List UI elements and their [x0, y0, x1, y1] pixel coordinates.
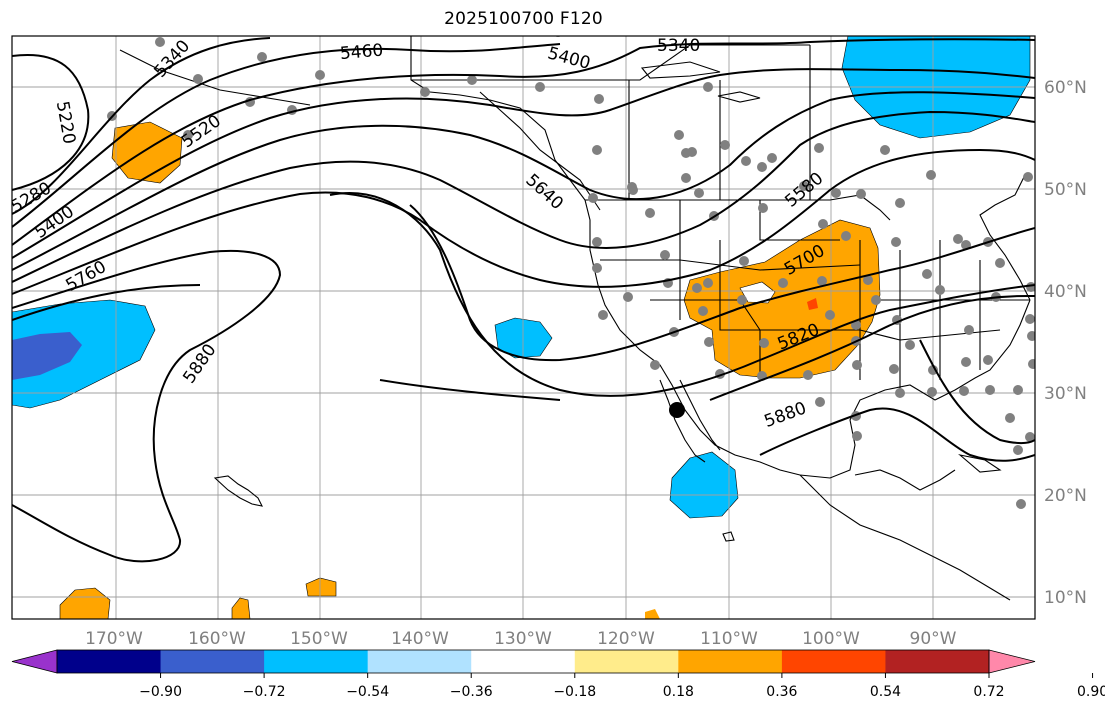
lon-label: 120°W	[597, 629, 655, 649]
lat-label: 30°N	[1044, 384, 1087, 404]
positive-anomaly-south-2	[231, 597, 251, 619]
contour-label: 5460	[339, 40, 384, 64]
positive-anomaly-south-1	[59, 587, 111, 619]
contour-label: 5400	[31, 202, 78, 243]
colorbar-extend-high	[988, 649, 1036, 674]
lon-label: 160°W	[188, 629, 246, 649]
contour-label: 5880	[762, 398, 809, 432]
positive-anomaly-south-3	[305, 577, 337, 597]
contour-label: 5340	[657, 36, 700, 56]
contour-label: 5220	[52, 100, 79, 146]
contour-label: 5760	[62, 257, 109, 296]
colorbar-tick-label: 0.90	[1077, 684, 1105, 700]
colorbar-segment	[781, 650, 886, 673]
colorbar-extend-low	[11, 649, 58, 674]
storm-center-marker	[669, 402, 685, 418]
graticule	[12, 36, 1035, 619]
contour-label-group: 5340 5460 5400 5340 5520 5220 5280 5400 …	[12, 36, 828, 432]
lon-label: 140°W	[391, 629, 449, 649]
contour-label: 5400	[545, 43, 592, 74]
longitude-labels: 170°W 160°W 150°W 140°W 130°W 120°W 110°…	[85, 629, 957, 649]
height-contours	[12, 37, 1035, 563]
lat-label: 60°N	[1044, 78, 1087, 98]
lat-label: 20°N	[1044, 486, 1087, 506]
colorbar-segment	[160, 650, 265, 673]
lon-label: 170°W	[85, 629, 143, 649]
contour-label: 5580	[781, 169, 827, 212]
negative-anomaly-pacific-west	[12, 299, 156, 409]
contour-label: 5880	[179, 340, 220, 387]
colorbar-tick-label: 0.54	[870, 684, 901, 700]
positive-anomaly-gulf-of-alaska	[111, 121, 183, 184]
colorbar-tick-label: −0.54	[346, 684, 389, 700]
latitude-labels: 60°N 50°N 40°N 30°N 20°N 10°N	[1044, 78, 1087, 608]
coastlines	[119, 36, 1031, 601]
colorbar-segment	[264, 650, 369, 673]
lat-label: 10°N	[1044, 588, 1087, 608]
colorbar-tick-label: −0.18	[553, 684, 596, 700]
lon-label: 150°W	[290, 629, 348, 649]
lat-label: 40°N	[1044, 282, 1087, 302]
colorbar-segment	[678, 650, 783, 673]
lon-label: 90°W	[910, 629, 957, 649]
colorbar-tick-label: 0.36	[766, 684, 797, 700]
colorbar-segment	[57, 650, 162, 673]
lat-label: 50°N	[1044, 180, 1087, 200]
colorbar-tick-label: −0.72	[243, 684, 286, 700]
colorbar-frame	[56, 649, 990, 674]
colorbar-segment	[367, 650, 472, 673]
lon-label: 130°W	[494, 629, 552, 649]
lon-label: 100°W	[802, 629, 860, 649]
colorbar-tick-label: 0.72	[973, 684, 1004, 700]
colorbar-segment	[471, 650, 576, 673]
map-title: 2025100700 F120	[444, 9, 603, 29]
colorbar-segment	[885, 650, 990, 673]
map-frame	[11, 35, 1036, 620]
contour-label: 5640	[521, 170, 567, 214]
colorbar: −0.90 −0.72 −0.54 −0.36 −0.18 0.18 0.36 0.54 0.7…	[11, 649, 1105, 700]
lon-label: 110°W	[700, 629, 758, 649]
negative-anomaly-pacific-west-core	[12, 332, 82, 380]
colorbar-segment	[574, 650, 679, 673]
colorbar-tick-label: 0.18	[663, 684, 694, 700]
positive-anomaly-south-4	[645, 609, 660, 619]
station-markers	[107, 36, 1035, 509]
colorbar-tick-label: −0.90	[139, 684, 182, 700]
colorbar-tick-label: −0.36	[450, 684, 493, 700]
positive-anomaly-us-west-core	[807, 298, 818, 310]
